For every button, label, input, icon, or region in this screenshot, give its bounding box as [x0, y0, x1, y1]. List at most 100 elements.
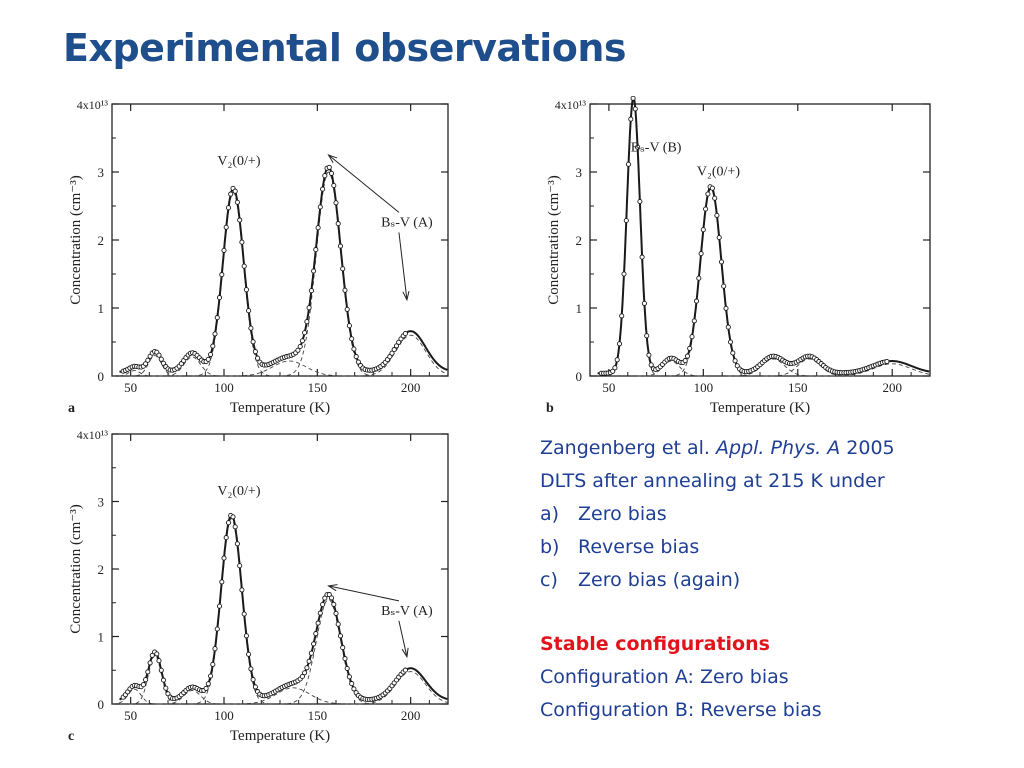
y-tick-label: 0	[576, 369, 583, 384]
data-point	[614, 357, 620, 363]
data-point	[351, 686, 357, 692]
y-axis-label: Concentration (cm⁻³)	[68, 504, 84, 633]
data-point	[698, 251, 704, 257]
component-peak	[727, 358, 819, 377]
text-panel: Zangenberg et al. Appl. Phys. A 2005 DLT…	[540, 432, 1010, 727]
data-point	[158, 356, 164, 362]
data-point	[335, 621, 341, 627]
y-tick-label: 1	[98, 301, 105, 316]
data-point	[714, 212, 720, 218]
data-point	[234, 541, 240, 547]
data-point	[700, 227, 706, 233]
data-point	[721, 283, 727, 289]
x-tick-label: 100	[214, 380, 234, 395]
component-peak	[190, 517, 273, 705]
data-point	[391, 347, 397, 353]
data-point	[243, 633, 249, 639]
data-point	[208, 351, 214, 358]
data-point	[344, 306, 350, 312]
data-point	[149, 652, 155, 658]
x-tick-label: 100	[694, 380, 714, 395]
data-point	[402, 330, 408, 337]
data-point	[203, 685, 209, 691]
list-marker: a)	[540, 503, 560, 525]
list-item: a) Zero bias	[540, 498, 1010, 531]
list-item: b) Reverse bias	[540, 531, 1010, 564]
data-point	[299, 338, 305, 344]
data-point	[246, 308, 252, 314]
data-point	[306, 658, 312, 664]
peak-annotation: Bₛ-V (A)	[381, 604, 433, 619]
peak-annotation: Bₛ-V (A)	[381, 215, 433, 230]
data-point	[156, 352, 162, 358]
data-point	[248, 666, 254, 672]
config-line-b: Configuration B: Reverse bias	[540, 699, 822, 721]
y-tick-label: 1	[98, 630, 105, 645]
data-point	[219, 272, 225, 278]
data-point	[228, 191, 234, 197]
data-point	[143, 677, 149, 683]
data-point	[387, 354, 393, 360]
data-point	[311, 641, 317, 647]
data-point	[212, 646, 218, 652]
data-point	[723, 305, 729, 311]
data-point	[730, 350, 736, 356]
x-tick-label: 200	[401, 380, 421, 395]
data-point	[250, 677, 256, 683]
data-point	[252, 349, 258, 355]
data-point	[648, 362, 654, 368]
y-axis-label: Concentration (cm⁻³)	[546, 175, 562, 304]
data-point	[304, 665, 310, 671]
data-point	[241, 263, 247, 269]
dlts-chart-c: 50 100 150 200 0 1 2 3 4x10¹³ Temperature (K) Conc…	[62, 424, 462, 748]
data-point	[342, 287, 348, 293]
data-point	[333, 200, 339, 206]
data-point	[205, 681, 211, 687]
data-point	[216, 603, 223, 609]
x-tick-label: 50	[124, 380, 137, 395]
x-tick-label: 50	[602, 380, 615, 395]
dlts-chart-b-svg: 50 100 150 200 0 1 2 3 4x10¹³ Temperature (K) Conc…	[546, 96, 931, 416]
data-point	[208, 673, 214, 679]
data-point	[637, 198, 643, 205]
data-point	[337, 633, 344, 639]
citation-year: 2005	[846, 437, 895, 459]
data-point	[644, 333, 650, 339]
x-tick-label: 200	[882, 380, 902, 395]
y-tick-label: 2	[576, 233, 583, 248]
data-point	[160, 677, 167, 683]
data-point	[732, 358, 738, 364]
peak-annotation: V₂(0/+)	[217, 484, 260, 499]
arrow-head	[327, 584, 338, 592]
component-peak	[816, 363, 931, 377]
data-point	[250, 339, 256, 345]
data-point	[221, 555, 227, 561]
data-point	[163, 685, 169, 691]
data-point	[696, 275, 702, 281]
data-point	[328, 170, 335, 176]
dlts-chart-a-svg: 50 100 150 200 0 1 2 3 4x10¹³ Temperature (K) Conc…	[68, 98, 449, 416]
data-point	[393, 343, 400, 349]
y-top-label: 4x10¹³	[555, 98, 587, 112]
data-point	[682, 358, 688, 364]
dlts-chart-c-svg: 50 100 150 200 0 1 2 3 4x10¹³ Temperature (K) Conc…	[68, 428, 449, 744]
peak-annotation: V₂(0/+)	[217, 154, 260, 169]
list-item-text: Zero bias (again)	[578, 569, 741, 591]
annotation-arrow	[328, 154, 400, 213]
data-point	[641, 300, 647, 306]
data-point	[344, 665, 350, 672]
panel-label: b	[546, 401, 554, 416]
component-peak	[128, 355, 182, 377]
data-point	[145, 357, 151, 363]
data-point	[630, 96, 636, 101]
data-point	[712, 195, 718, 201]
data-point	[304, 319, 310, 325]
data-point	[221, 247, 227, 253]
data-point	[691, 318, 697, 324]
data-point	[156, 658, 162, 664]
component-peak	[280, 171, 378, 377]
peak-annotation: V₂(0/+)	[697, 164, 740, 179]
data-point	[317, 610, 323, 616]
data-point	[718, 259, 725, 265]
data-point	[306, 305, 312, 311]
